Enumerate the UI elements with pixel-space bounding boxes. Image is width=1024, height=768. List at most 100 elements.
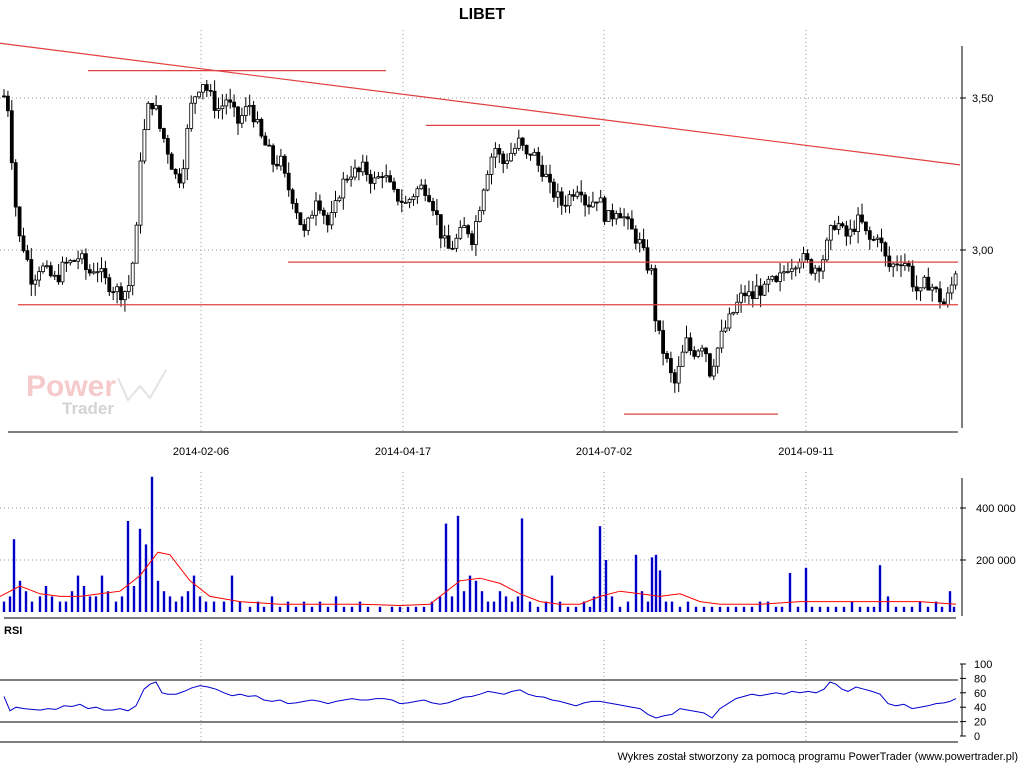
candle-body: [879, 237, 884, 244]
candle-body: [278, 155, 283, 167]
candle-body: [80, 253, 84, 260]
candle-body: [220, 105, 225, 110]
volume-bar: [826, 606, 830, 612]
candle-body: [723, 327, 728, 332]
volume-bar: [516, 596, 520, 612]
candle-body: [848, 228, 853, 237]
candle-body: [173, 168, 178, 175]
volume-bar: [44, 586, 48, 612]
candle-body: [793, 267, 798, 270]
candle-body: [239, 115, 244, 124]
candle-body: [138, 160, 143, 226]
candle-body: [832, 225, 837, 230]
candle-body: [750, 291, 755, 299]
candle-body: [778, 272, 782, 282]
volume-bar: [248, 606, 252, 612]
candle-body: [645, 247, 650, 271]
volume-bar: [766, 601, 770, 612]
candle-body: [314, 200, 318, 216]
volume-bar: [422, 606, 426, 612]
candle-body: [95, 271, 100, 274]
candle-body: [72, 260, 77, 262]
candle-body: [353, 167, 357, 178]
trend-lines: [0, 42, 961, 415]
candle-body: [41, 265, 45, 273]
candle-body: [407, 199, 412, 203]
candle-body: [676, 365, 681, 384]
volume-bar: [2, 601, 6, 612]
volume-bar: [734, 606, 738, 612]
volume-bar: [486, 601, 490, 612]
candle-body: [801, 253, 806, 263]
candle-body: [489, 156, 494, 175]
trend-line: [0, 42, 961, 166]
candle-body: [317, 200, 322, 211]
candle-body: [758, 285, 763, 296]
candle-body: [891, 263, 896, 268]
volume-bar: [180, 596, 184, 612]
candle-body: [392, 181, 396, 190]
candle-body: [708, 353, 712, 377]
candle-body: [454, 237, 459, 249]
candle-body: [910, 265, 915, 288]
candle-body: [466, 225, 471, 235]
volume-bar: [94, 596, 98, 612]
candle-body: [497, 148, 502, 155]
volume-bar: [650, 557, 654, 612]
volume-bar: [886, 596, 890, 612]
candle-body: [115, 286, 119, 293]
candle-body: [462, 225, 467, 228]
candle-body: [630, 218, 634, 230]
candle-body: [934, 286, 938, 290]
volume-bar: [918, 601, 922, 612]
candle-body: [395, 188, 400, 202]
candle-body: [376, 176, 381, 179]
volume-bar: [462, 591, 466, 612]
candle-body: [431, 201, 435, 212]
candle-body: [918, 287, 923, 292]
candle-body: [415, 188, 420, 198]
candle-body: [688, 337, 693, 351]
volume-bar: [872, 606, 876, 612]
candle-body: [813, 267, 818, 274]
logo-swoosh-icon: [117, 369, 167, 402]
volume-bar: [710, 606, 714, 612]
candle-body: [298, 212, 303, 226]
candle-body: [618, 213, 623, 219]
candle-body: [825, 239, 829, 261]
volume-bar: [24, 591, 28, 612]
candle-body: [99, 268, 104, 273]
volume-bar: [474, 580, 478, 612]
rsi-tick-label: 40: [974, 702, 986, 714]
volume-bar: [686, 601, 690, 612]
candle-body: [555, 191, 560, 198]
candle-body: [805, 253, 810, 260]
candle-body: [208, 90, 213, 92]
candle-body: [528, 153, 533, 156]
candle-body: [641, 239, 646, 249]
volume-bar: [468, 575, 472, 612]
candle-body: [700, 347, 704, 352]
candle-body: [321, 209, 326, 216]
volume-bar: [646, 601, 650, 612]
candle-body: [860, 214, 864, 223]
volume-bar: [654, 554, 658, 612]
candle-body: [64, 261, 69, 264]
footer-credit: Wykres został stworzony za pomocą progra…: [617, 751, 1018, 763]
volume-bar: [342, 606, 346, 612]
candle-body: [875, 237, 880, 240]
volume-bar: [350, 606, 354, 612]
volume-bar: [780, 606, 784, 612]
volume-bar: [120, 596, 124, 612]
candle-body: [446, 235, 451, 249]
volume-bar: [50, 596, 54, 612]
candle-body: [325, 214, 330, 226]
volume-bar: [88, 596, 92, 612]
volume-tick-label-400k: 400 000: [976, 503, 1016, 515]
candle-body: [130, 262, 135, 287]
candle-body: [672, 372, 677, 384]
candle-body: [388, 175, 393, 183]
volume-bar: [610, 596, 614, 612]
candle-body: [271, 145, 276, 165]
volume-bar: [256, 601, 260, 612]
